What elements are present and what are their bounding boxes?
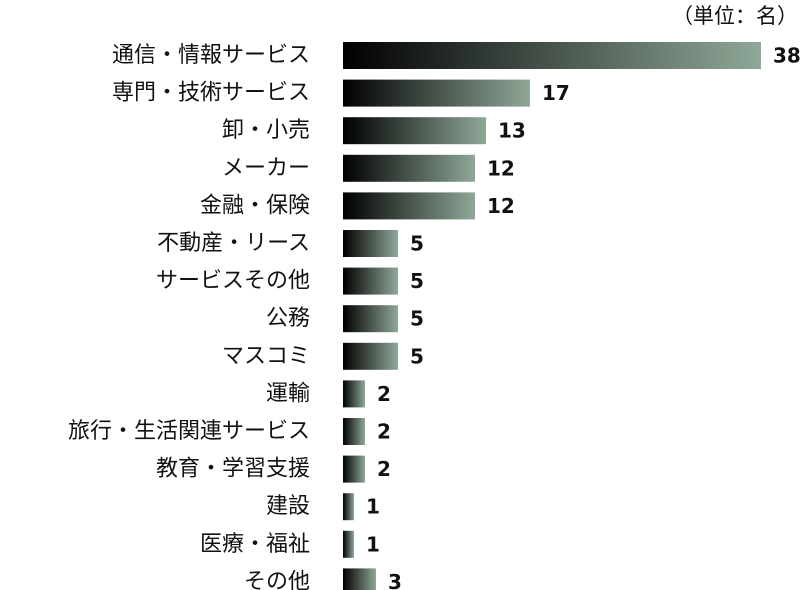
- category-label: 旅行・生活関連サービス: [68, 419, 310, 444]
- value-label: 5: [410, 307, 424, 331]
- bar: [343, 79, 530, 107]
- value-label: 2: [377, 420, 391, 444]
- bar: [343, 305, 398, 333]
- category-label: 不動産・リース: [157, 231, 310, 256]
- bar: [343, 192, 475, 220]
- value-label: 1: [366, 532, 380, 556]
- category-label: 運輸: [266, 381, 310, 406]
- category-label: 建設: [266, 494, 310, 519]
- category-label: 金融・保険: [200, 193, 310, 218]
- value-label: 12: [487, 156, 515, 180]
- bar: [343, 455, 365, 483]
- value-label: 5: [410, 269, 424, 293]
- value-label: 5: [410, 344, 424, 368]
- category-label: メーカー: [222, 156, 310, 181]
- bar: [343, 568, 376, 590]
- bar: [343, 154, 475, 182]
- value-label: 2: [377, 382, 391, 406]
- value-label: 13: [498, 119, 526, 143]
- bar: [343, 418, 365, 445]
- value-label: 2: [377, 457, 391, 481]
- bar: [343, 230, 398, 257]
- category-label: 医療・福祉: [200, 532, 310, 557]
- category-label: 卸・小売: [222, 118, 310, 143]
- category-label: マスコミ: [222, 344, 310, 369]
- bar: [343, 530, 354, 558]
- value-label: 3: [388, 570, 402, 590]
- value-label: 17: [542, 81, 570, 105]
- category-label: 公務: [266, 306, 310, 331]
- unit-label: （単位：名）: [672, 4, 798, 28]
- category-label: その他: [244, 569, 310, 590]
- value-label: 38: [773, 44, 800, 68]
- bar: [343, 493, 354, 521]
- bar: [343, 117, 486, 145]
- category-label: 専門・技術サービス: [112, 81, 310, 106]
- value-label: 12: [487, 194, 515, 218]
- bar: [343, 342, 398, 370]
- category-label: サービスその他: [156, 269, 310, 294]
- bar: [343, 267, 398, 295]
- value-label: 5: [410, 232, 424, 256]
- value-label: 1: [366, 495, 380, 519]
- bar: [343, 380, 365, 408]
- category-label: 通信・情報サービス: [112, 43, 310, 68]
- bar: [343, 42, 761, 69]
- category-label: 教育・学習支援: [156, 457, 310, 482]
